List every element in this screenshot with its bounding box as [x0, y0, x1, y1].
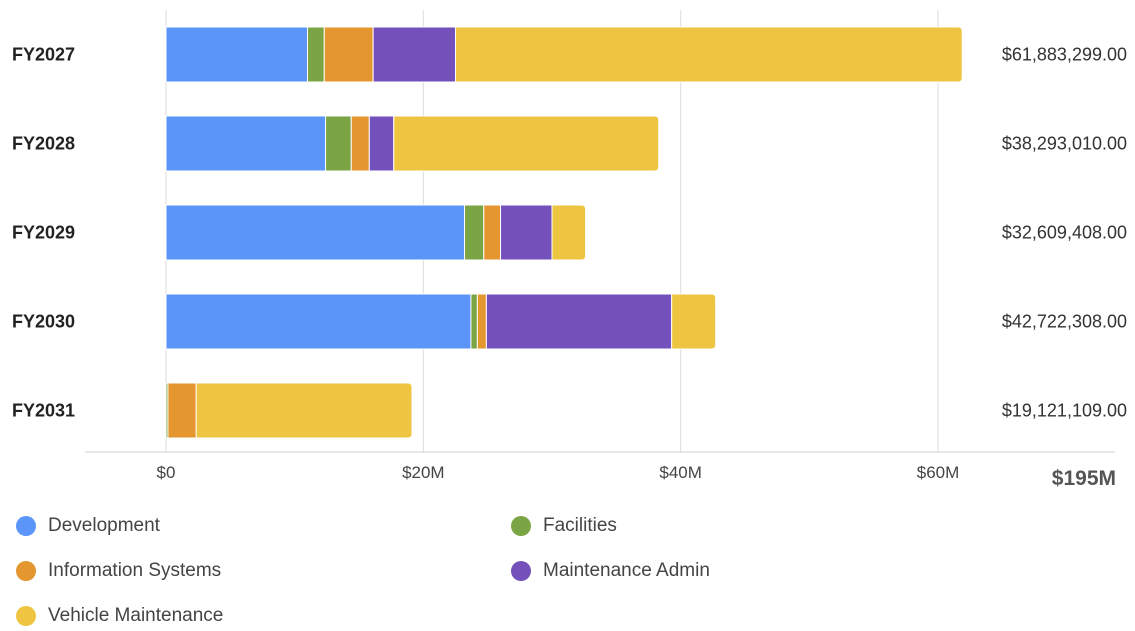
bar-fy2031-information-systems[interactable] [167, 382, 197, 439]
category-label-fy2031: FY2031 [12, 401, 75, 421]
bar-fy2029-vehicle-maintenance[interactable] [551, 204, 587, 261]
total-label-fy2030: $42,722,308.00 [1002, 312, 1127, 332]
category-label-fy2030: FY2030 [12, 312, 75, 332]
bar-fy2028-facilities[interactable] [325, 115, 352, 172]
bar-fy2027-maintenance-admin[interactable] [372, 26, 456, 83]
bar-fy2030-facilities[interactable] [470, 293, 478, 350]
legend-marker-development [16, 516, 36, 536]
x-tick-label-3: $60M [917, 463, 960, 482]
bar-fy2030-maintenance-admin[interactable] [485, 293, 673, 350]
legend-marker-vehicle-maintenance [16, 606, 36, 626]
legend-label-vehicle-maintenance: Vehicle Maintenance [48, 605, 224, 626]
category-label-fy2028: FY2028 [12, 134, 75, 154]
bar-fy2027-vehicle-maintenance[interactable] [455, 26, 963, 83]
bar-fy2029-maintenance-admin[interactable] [500, 204, 553, 261]
bar-fy2028-maintenance-admin[interactable] [368, 115, 395, 172]
legend-marker-information-systems [16, 561, 36, 581]
legend-item-vehicle-maintenance[interactable]: Vehicle Maintenance [16, 605, 223, 627]
legend-marker-facilities [511, 516, 531, 536]
bar-fy2031-vehicle-maintenance[interactable] [195, 382, 413, 439]
bar-fy2030-information-systems[interactable] [476, 293, 487, 350]
x-tick-label-1: $20M [402, 463, 445, 482]
bar-fy2030-vehicle-maintenance[interactable] [671, 293, 717, 350]
category-label-fy2027: FY2027 [12, 45, 75, 65]
bar-fy2027-information-systems[interactable] [323, 26, 374, 83]
bar-fy2029-development[interactable] [165, 204, 466, 261]
legend-label-information-systems: Information Systems [48, 560, 222, 581]
legend-item-maintenance-admin[interactable]: Maintenance Admin [511, 560, 710, 582]
bar-fy2028-vehicle-maintenance[interactable] [393, 115, 660, 172]
legend-item-facilities[interactable]: Facilities [511, 515, 617, 537]
bar-fy2027-development[interactable] [165, 26, 309, 83]
legend-item-information-systems[interactable]: Information Systems [16, 560, 221, 582]
total-label-fy2028: $38,293,010.00 [1002, 134, 1127, 154]
x-tick-label-2: $40M [659, 463, 702, 482]
grand-total: $195M [1051, 467, 1116, 490]
legend: Development Facilities Information Systems… [16, 515, 836, 627]
bar-fy2029-facilities[interactable] [464, 204, 485, 261]
category-label-fy2029: FY2029 [12, 223, 75, 243]
total-label-fy2031: $19,121,109.00 [1002, 401, 1127, 421]
legend-item-development[interactable]: Development [16, 515, 160, 537]
legend-marker-maintenance-admin [511, 561, 531, 581]
bar-fy2028-information-systems[interactable] [350, 115, 370, 172]
total-label-fy2027: $61,883,299.00 [1002, 45, 1127, 65]
legend-label-facilities: Facilities [543, 515, 617, 536]
bar-fy2030-development[interactable] [165, 293, 472, 350]
legend-label-development: Development [48, 515, 160, 536]
stacked-bar-chart: $0 $20M $40M $60M FY2027 $61,883,299.00 FY2028… [12, 10, 1127, 482]
bar-fy2027-facilities[interactable] [307, 26, 325, 83]
legend-label-maintenance-admin: Maintenance Admin [543, 560, 710, 581]
bar-fy2028-development[interactable] [165, 115, 327, 172]
x-tick-label-0: $0 [157, 463, 176, 482]
total-label-fy2029: $32,609,408.00 [1002, 223, 1127, 243]
bar-fy2029-information-systems[interactable] [483, 204, 502, 261]
